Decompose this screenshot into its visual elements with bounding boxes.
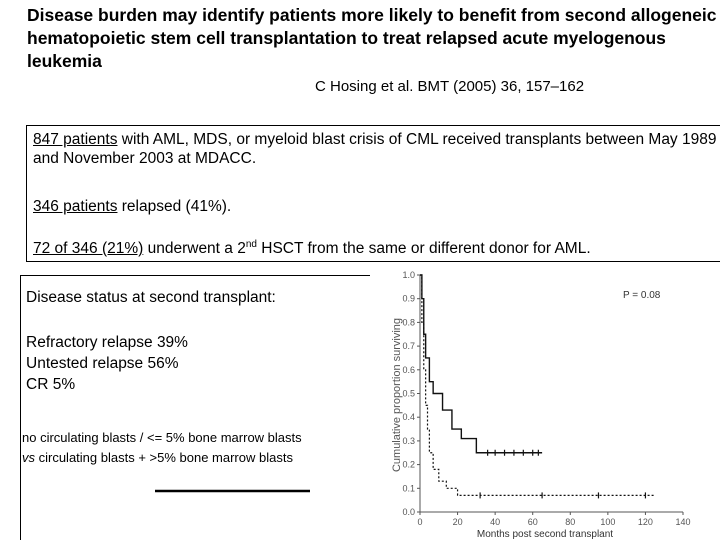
km-chart: 0.0 0.1 0.2 0.3 0.4 0.5 0.6 0.7 0.8 0.9 1.0 0 20 40 60… — [383, 265, 703, 540]
y-tick-label: 0.7 — [402, 341, 415, 351]
x-tick-label: 60 — [528, 517, 538, 527]
summary-line-2: 346 patients relapsed (41%). — [33, 197, 231, 216]
y-tick-label: 1.0 — [402, 270, 415, 280]
summary-line-3-sup: nd — [245, 238, 257, 250]
x-tick-label: 100 — [600, 517, 615, 527]
compare-line-2-text: circulating blasts + >5% bone marrow bla… — [35, 450, 293, 465]
x-tick-label: 120 — [638, 517, 653, 527]
status-item-refractory: Refractory relapse 39% — [26, 334, 188, 351]
y-tick-label: 0.9 — [402, 294, 415, 304]
x-axis-label: Months post second transplant — [477, 529, 613, 540]
y-tick-label: 0.5 — [402, 389, 415, 399]
chart-background — [383, 265, 703, 540]
summary-line-3-text-b: HSCT from the same or different donor fo… — [256, 240, 591, 257]
summary-box: 847 patients with AML, MDS, or myeloid b… — [26, 125, 720, 262]
status-item-untested: Untested relapse 56% — [26, 355, 179, 372]
x-tick-label: 140 — [675, 517, 690, 527]
y-tick-label: 0.2 — [402, 460, 415, 470]
x-tick-label: 20 — [453, 517, 463, 527]
y-tick-label: 0.1 — [402, 483, 415, 493]
summary-line-1: 847 patients with AML, MDS, or myeloid b… — [33, 130, 720, 168]
compare-line-2: vs circulating blasts + >5% bone marrow … — [22, 448, 293, 468]
x-tick-label: 40 — [490, 517, 500, 527]
y-tick-label: 0.0 — [402, 507, 415, 517]
y-tick-label: 0.8 — [402, 317, 415, 327]
compare-line-1: no circulating blasts / <= 5% bone marro… — [22, 430, 302, 445]
slide-title: Disease burden may identify patients mor… — [27, 5, 717, 71]
arrow-graphic — [155, 489, 310, 493]
citation: C Hosing et al. BMT (2005) 36, 157–162 — [315, 78, 585, 95]
series-solid-line — [420, 274, 543, 454]
status-heading: Disease status at second transplant: — [26, 289, 276, 306]
p-value-annotation: P = 0.08 — [623, 290, 661, 301]
y-tick-label: 0.4 — [402, 412, 415, 422]
link-847-patients[interactable]: 847 patients — [33, 131, 118, 148]
y-tick-label: 0.6 — [402, 365, 415, 375]
status-item-cr: CR 5% — [26, 376, 76, 393]
link-72-of-346[interactable]: 72 of 346 (21%) — [33, 240, 144, 257]
summary-line-2-text: relapsed (41%). — [117, 198, 232, 215]
summary-line-3: 72 of 346 (21%) underwent a 2nd HSCT fro… — [33, 239, 591, 258]
x-tick-label: 0 — [417, 517, 422, 527]
link-346-patients[interactable]: 346 patients — [33, 198, 118, 215]
compare-vs: vs — [22, 450, 35, 465]
left-panel — [20, 275, 370, 540]
y-axis-label: Cumulative proportion surviving — [391, 318, 403, 472]
y-tick-label: 0.3 — [402, 436, 415, 446]
x-tick-label: 80 — [565, 517, 575, 527]
summary-line-1-text: with AML, MDS, or myeloid blast crisis o… — [33, 131, 717, 167]
summary-line-3-text-a: underwent a 2 — [143, 240, 246, 257]
